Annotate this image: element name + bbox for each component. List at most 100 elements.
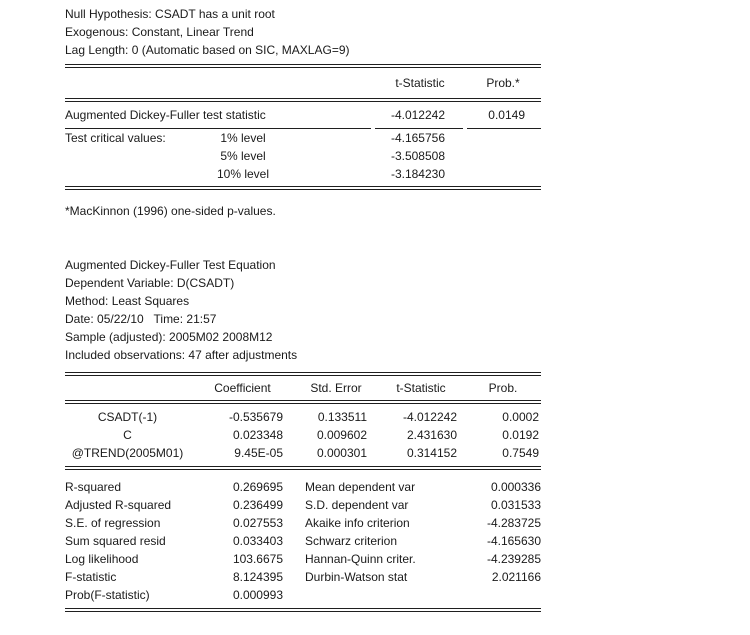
double-rule	[65, 98, 541, 102]
variable-name: C	[123, 428, 132, 442]
spacer-cell	[283, 586, 305, 604]
std-error-value: 0.000301	[316, 446, 367, 460]
prob-value: 0.0002	[502, 410, 539, 424]
stat-value: 0.236499	[232, 498, 283, 512]
critical-level-value: -3.508508	[390, 149, 445, 163]
critical-level-label: 5% level	[220, 149, 266, 163]
double-rule	[65, 466, 541, 470]
prob-column-header: Prob.*	[486, 76, 520, 90]
stat-value: -4.239285	[486, 552, 541, 566]
spacer-cell	[296, 129, 375, 147]
null-hypothesis-line: Null Hypothesis: CSADT has a unit root	[65, 7, 275, 21]
spacer-cell	[283, 514, 305, 532]
stat-label: Prob(F-statistic)	[65, 588, 150, 602]
stat-label: Hannan-Quinn criter.	[305, 552, 416, 566]
spacer-cell	[465, 165, 541, 183]
stat-label: Mean dependent var	[305, 480, 416, 494]
t-statistic-value: 2.431630	[406, 428, 457, 442]
double-rule	[65, 186, 541, 190]
stats-row: Adjusted R-squared 0.236499 S.D. depende…	[65, 496, 541, 514]
coefficient-value: 0.023348	[232, 428, 283, 442]
spacer-cell	[283, 568, 305, 586]
stat-label: Schwarz criterion	[305, 534, 398, 548]
observations-line: Included observations: 47 after adjustme…	[65, 348, 298, 362]
std-error-value: 0.009602	[316, 428, 367, 442]
double-rule	[65, 400, 541, 404]
t-statistic-column-header: t-Statistic	[395, 76, 445, 90]
critical-level-value: -3.184230	[390, 167, 445, 181]
prob-column-header: Prob.	[488, 381, 518, 395]
critical-value-row: Test critical values: 1% level -4.165756	[65, 129, 541, 147]
adf-statistic-prob: 0.0149	[488, 108, 525, 122]
std-error-column-header: Std. Error	[310, 381, 362, 395]
date-time-line: Date: 05/22/10 Time: 21:57	[65, 312, 217, 326]
critical-level-value: -4.165756	[390, 131, 445, 145]
equation-info-block: Augmented Dickey-Fuller Test Equation De…	[65, 256, 541, 364]
coefficient-row: @TREND(2005M01) 9.45E-05 0.000301 0.3141…	[65, 444, 541, 462]
stat-label: S.D. dependent var	[305, 498, 409, 512]
coefficient-row: CSADT(-1) -0.535679 0.133511 -4.012242 0…	[65, 408, 541, 426]
std-error-value: 0.133511	[317, 410, 367, 424]
spacer-cell	[296, 165, 375, 183]
stat-value: 0.027553	[232, 516, 283, 530]
spacer-cell	[465, 147, 541, 165]
summary-statistics: R-squared 0.269695 Mean dependent var 0.…	[65, 470, 541, 608]
coefficient-column-header: Coefficient	[214, 381, 271, 395]
mackinnon-footnote: *MacKinnon (1996) one-sided p-values.	[65, 204, 276, 218]
stat-label	[305, 586, 455, 604]
critical-values-label: Test critical values:	[65, 131, 166, 145]
dependent-variable-line: Dependent Variable: D(CSADT)	[65, 276, 235, 290]
adf-statistic-row: Augmented Dickey-Fuller test statistic -…	[65, 102, 541, 128]
spacer-cell	[296, 147, 375, 165]
stat-value: -4.165630	[486, 534, 541, 548]
stat-value: 2.021166	[491, 570, 541, 584]
stat-value: 0.031533	[490, 498, 541, 512]
stat-value: 103.6675	[232, 552, 283, 566]
critical-level-label: 10% level	[216, 167, 270, 181]
stat-label: R-squared	[65, 480, 122, 494]
spacer-cell	[283, 496, 305, 514]
adf-test-output: Null Hypothesis: CSADT has a unit root E…	[65, 5, 541, 612]
stat-value: 8.124395	[232, 570, 283, 584]
adf-statistic-label: Augmented Dickey-Fuller test statistic	[65, 108, 266, 122]
stat-value: -4.283725	[486, 516, 541, 530]
coefficient-table-header-row: Coefficient Std. Error t-Statistic Prob.	[65, 376, 541, 400]
double-rule	[65, 64, 541, 68]
adf-table-header-row: t-Statistic Prob.*	[65, 68, 541, 98]
stat-label: Adjusted R-squared	[65, 498, 172, 512]
test-header-block: Null Hypothesis: CSADT has a unit root E…	[65, 5, 541, 59]
method-line: Method: Least Squares	[65, 294, 190, 308]
stats-row: Log likelihood 103.6675 Hannan-Quinn cri…	[65, 550, 541, 568]
stat-label: S.E. of regression	[65, 516, 161, 530]
double-rule	[65, 608, 541, 612]
rule-segment	[65, 128, 371, 129]
t-statistic-value: -4.012242	[402, 410, 457, 424]
spacer-cell	[465, 129, 541, 147]
rule-segment	[375, 128, 463, 129]
critical-value-row: 10% level -3.184230	[65, 165, 541, 183]
stat-label: Sum squared resid	[65, 534, 166, 548]
spacer-cell	[283, 532, 305, 550]
spacer-cell	[65, 147, 190, 165]
equation-title: Augmented Dickey-Fuller Test Equation	[65, 258, 276, 272]
sample-line: Sample (adjusted): 2005M02 2008M12	[65, 330, 273, 344]
critical-level-label: 1% level	[220, 131, 266, 145]
coefficient-row: C 0.023348 0.009602 2.431630 0.0192	[65, 426, 541, 444]
stats-row: Prob(F-statistic) 0.000993	[65, 586, 541, 604]
stat-label: Durbin-Watson stat	[305, 570, 408, 584]
stats-row: F-statistic 8.124395 Durbin-Watson stat …	[65, 568, 541, 586]
variable-name: @TREND(2005M01)	[71, 446, 184, 460]
stat-value: 0.033403	[232, 534, 283, 548]
prob-value: 0.7549	[502, 446, 539, 460]
stats-row: R-squared 0.269695 Mean dependent var 0.…	[65, 478, 541, 496]
stat-value	[455, 586, 541, 604]
stat-label: Akaike info criterion	[305, 516, 410, 530]
coefficient-value: -0.535679	[228, 410, 283, 424]
stat-label: F-statistic	[65, 570, 117, 584]
spacer-cell	[65, 165, 190, 183]
t-statistic-value: 0.314152	[406, 446, 457, 460]
stat-value: 0.000993	[232, 588, 283, 602]
critical-value-row: 5% level -3.508508	[65, 147, 541, 165]
stat-value: 0.000336	[490, 480, 541, 494]
t-statistic-column-header: t-Statistic	[396, 381, 446, 395]
